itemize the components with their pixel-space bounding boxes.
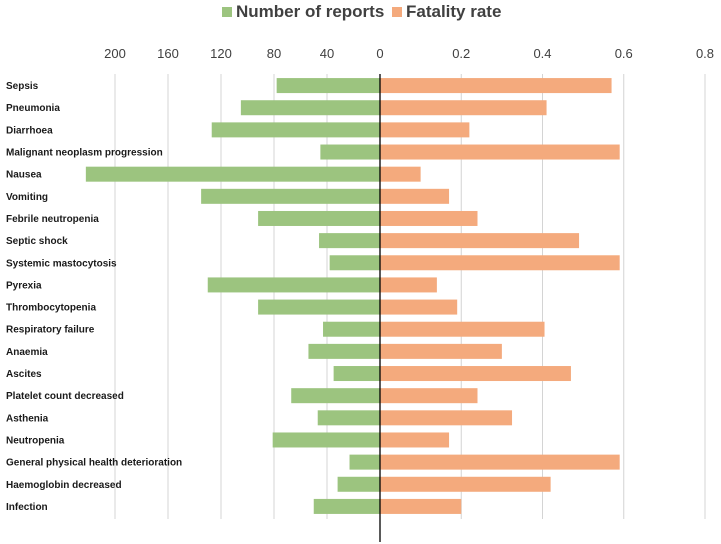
category-label-infection: Infection <box>6 502 48 513</box>
bar-fatality-pyrexia <box>380 277 437 293</box>
category-label-pyrexia: Pyrexia <box>6 280 42 291</box>
bar-reports-haemoglobin-decreased <box>337 476 380 492</box>
bar-reports-systemic-mastocytosis <box>329 255 380 271</box>
category-label-systemic-mastocytosis: Systemic mastocytosis <box>6 258 117 269</box>
category-label-respiratory-failure: Respiratory failure <box>6 325 95 336</box>
bar-fatality-asthenia <box>380 410 513 426</box>
bar-fatality-haemoglobin-decreased <box>380 476 551 492</box>
category-label-diarrhoea: Diarrhoea <box>6 125 53 136</box>
bar-reports-thrombocytopenia <box>258 299 380 315</box>
gridlines <box>114 74 706 519</box>
category-label-malignant-neoplasm-progression: Malignant neoplasm progression <box>6 148 163 159</box>
tick-label-right-0.6: 0.6 <box>615 46 633 61</box>
category-label-platelet-count-decreased: Platelet count decreased <box>6 391 124 402</box>
bar-reports-asthenia <box>317 410 380 426</box>
bar-reports-ascites <box>333 366 380 382</box>
category-label-nausea: Nausea <box>6 170 42 181</box>
bar-fatality-septic-shock <box>380 233 580 249</box>
tick-label-right-0.8: 0.8 <box>696 46 714 61</box>
bar-fatality-ascites <box>380 366 571 382</box>
category-label-thrombocytopenia: Thrombocytopenia <box>6 303 96 314</box>
bar-fatality-general-physical-health-deterioration <box>380 454 620 470</box>
bar-reports-respiratory-failure <box>323 321 380 337</box>
bar-reports-general-physical-health-deterioration <box>349 454 380 470</box>
legend: Number of reports Fatality rate <box>222 2 501 21</box>
bar-fatality-pneumonia <box>380 100 547 116</box>
bar-reports-malignant-neoplasm-progression <box>320 144 380 160</box>
tick-label-left-120: 120 <box>210 46 232 61</box>
bar-fatality-malignant-neoplasm-progression <box>380 144 620 160</box>
bar-fatality-anaemia <box>380 343 502 359</box>
category-label-septic-shock: Septic shock <box>6 236 68 247</box>
bar-reports-sepsis <box>276 78 380 94</box>
category-label-sepsis: Sepsis <box>6 81 39 92</box>
bar-reports-neutropenia <box>272 432 380 448</box>
tick-label-left-40: 40 <box>320 46 334 61</box>
category-labels: Sepsis Pneumonia Diarrhoea Malignant neopla… <box>6 81 182 513</box>
category-label-neutropenia: Neutropenia <box>6 435 65 446</box>
category-label-febrile-neutropenia: Febrile neutropenia <box>6 214 99 225</box>
legend-label-fatality-rate: Fatality rate <box>406 2 501 21</box>
category-label-general-physical-health-deterioration: General physical health deterioration <box>6 458 182 469</box>
bar-reports-pneumonia <box>240 100 380 116</box>
bar-reports-pyrexia <box>207 277 380 293</box>
category-label-vomiting: Vomiting <box>6 192 48 203</box>
bar-fatality-sepsis <box>380 78 612 94</box>
bar-reports-diarrhoea <box>211 122 380 138</box>
tick-label-left-160: 160 <box>157 46 179 61</box>
legend-swatch-number-of-reports <box>222 7 232 17</box>
category-label-anaemia: Anaemia <box>6 347 48 358</box>
bar-fatality-thrombocytopenia <box>380 299 458 315</box>
category-label-haemoglobin-decreased: Haemoglobin decreased <box>6 480 122 491</box>
tick-label-left-80: 80 <box>267 46 281 61</box>
fatality-rate-bars <box>380 78 620 514</box>
bar-reports-vomiting <box>201 188 380 204</box>
bar-fatality-platelet-count-decreased <box>380 388 478 404</box>
legend-label-number-of-reports: Number of reports <box>236 2 384 21</box>
tick-label-right-0.2: 0.2 <box>452 46 470 61</box>
bar-reports-nausea <box>85 166 380 182</box>
tick-label-right-0: 0 <box>376 46 383 61</box>
bar-fatality-vomiting <box>380 188 450 204</box>
category-label-ascites: Ascites <box>6 369 42 380</box>
bar-fatality-nausea <box>380 166 421 182</box>
bar-reports-infection <box>313 498 380 514</box>
category-label-asthenia: Asthenia <box>6 413 49 424</box>
bar-reports-platelet-count-decreased <box>291 388 380 404</box>
bar-fatality-systemic-mastocytosis <box>380 255 620 271</box>
bar-reports-febrile-neutropenia <box>258 210 380 226</box>
bar-fatality-febrile-neutropenia <box>380 210 478 226</box>
tick-label-left-200: 200 <box>104 46 126 61</box>
axis-tick-labels: 200 160 120 80 40 0 0.2 0.4 0.6 0.8 <box>104 46 714 61</box>
bar-fatality-diarrhoea <box>380 122 470 138</box>
number-of-reports-bars <box>85 78 380 514</box>
bar-reports-anaemia <box>308 343 380 359</box>
bar-fatality-infection <box>380 498 462 514</box>
bar-fatality-neutropenia <box>380 432 450 448</box>
tick-label-right-0.4: 0.4 <box>533 46 551 61</box>
bar-fatality-respiratory-failure <box>380 321 545 337</box>
bar-reports-septic-shock <box>319 233 380 249</box>
category-label-pneumonia: Pneumonia <box>6 103 60 114</box>
legend-swatch-fatality-rate <box>392 7 402 17</box>
